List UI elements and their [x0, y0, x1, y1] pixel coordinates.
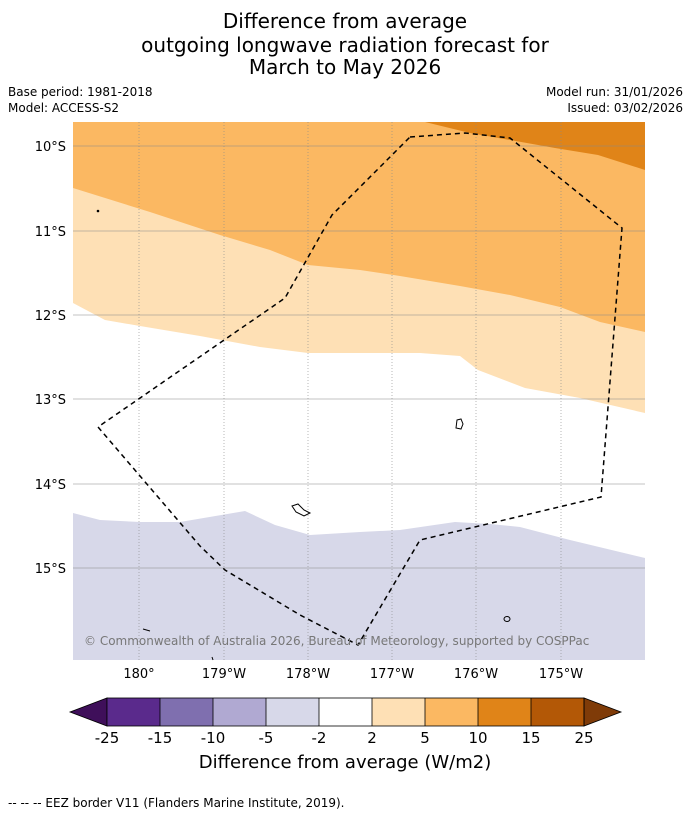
title-line-1: Difference from average	[222, 9, 468, 33]
title-line-2: outgoing longwave radiation forecast for	[141, 33, 549, 57]
colorbar-swatch	[213, 698, 266, 726]
colorbar-tick: -10	[200, 729, 226, 747]
colorbar-title: Difference from average (W/m2)	[198, 752, 492, 773]
lon-label: 180°	[123, 667, 154, 682]
colorbar-swatch	[478, 698, 531, 726]
colorbar-swatch	[531, 698, 584, 726]
lat-label: 13°S	[35, 393, 66, 408]
lat-label: 14°S	[35, 478, 66, 493]
colorbar-swatch	[160, 698, 213, 726]
colorbar-tick: -25	[94, 729, 120, 747]
graticule	[73, 122, 645, 660]
positive-region	[73, 122, 645, 332]
colorbar-extend-high	[583, 697, 623, 727]
colorbar-tick: 15	[521, 729, 541, 747]
island-outline	[96, 209, 100, 213]
lon-label: 177°W	[370, 667, 414, 682]
colorbar-tick: -15	[147, 729, 173, 747]
colorbar-tick: -2	[311, 729, 327, 747]
eez-footnote: -- -- -- EEZ border V11 (Flanders Marine…	[8, 796, 345, 810]
lat-label: 15°S	[35, 562, 66, 577]
colorbar-dividers	[159, 698, 532, 726]
island-outline	[211, 656, 214, 661]
colorbar-extend-low	[68, 697, 108, 727]
lon-axis-labels: 180° 179°W 178°W 177°W 176°W 175°W	[123, 667, 583, 682]
lon-label: 178°W	[286, 667, 330, 682]
title-line-3: March to May 2026	[248, 55, 442, 79]
map-field	[73, 122, 645, 660]
colorbar-tick: -5	[258, 729, 274, 747]
island-outline	[291, 503, 312, 517]
lat-label: 12°S	[35, 309, 66, 324]
colorbar-swatch	[107, 698, 160, 726]
strong-positive-region	[425, 122, 645, 170]
weak-negative-region	[73, 511, 645, 660]
colorbar	[68, 697, 623, 727]
model-run: Model run: 31/01/2026	[545, 85, 683, 99]
lat-axis-labels: 10°S 11°S 12°S 13°S 14°S 15°S	[35, 140, 66, 577]
island-outline	[142, 628, 151, 632]
colorbar-tick: 10	[468, 729, 488, 747]
lat-label: 11°S	[35, 225, 66, 240]
colorbar-swatch	[319, 698, 372, 726]
model-name: Model: ACCESS-S2	[8, 101, 120, 115]
colorbar-tick: 5	[420, 729, 430, 747]
colorbar-swatch	[266, 698, 319, 726]
lon-label: 176°W	[454, 667, 498, 682]
colorbar-swatch	[372, 698, 425, 726]
colorbar-tick: 25	[574, 729, 594, 747]
island-outline	[503, 616, 511, 622]
lon-label: 179°W	[202, 667, 246, 682]
copyright-text: © Commonwealth of Australia 2026, Bureau…	[84, 634, 589, 648]
issued-date: Issued: 03/02/2026	[567, 101, 683, 115]
colorbar-frame	[106, 697, 585, 727]
lat-label: 10°S	[35, 140, 66, 155]
island-outline	[455, 418, 464, 430]
colorbar-tick: 2	[367, 729, 377, 747]
islands	[96, 209, 511, 661]
lon-label: 175°W	[539, 667, 583, 682]
base-period: Base period: 1981-2018	[8, 85, 153, 99]
colorbar-swatch	[425, 698, 478, 726]
